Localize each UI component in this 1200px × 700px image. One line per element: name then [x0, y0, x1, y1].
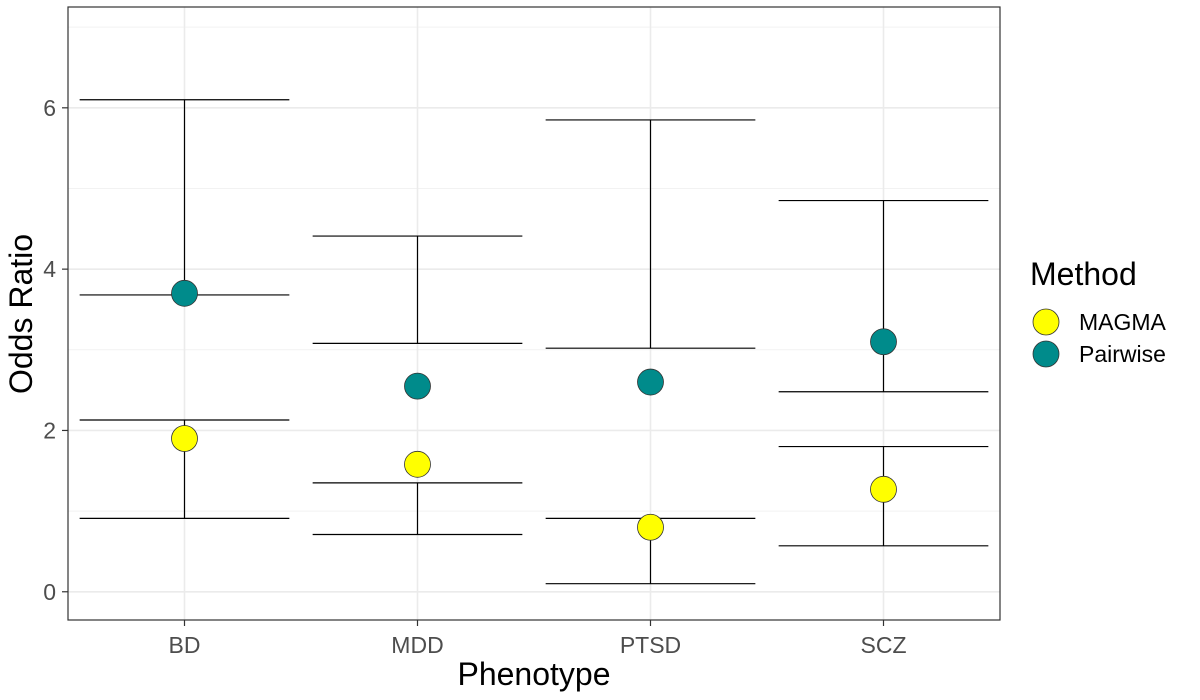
- x-tick-label-bd: BD: [169, 632, 201, 658]
- point-magma-ptsd: [637, 513, 664, 541]
- y-tick-label: 4: [43, 256, 56, 282]
- point-pairwise-mdd: [404, 372, 431, 400]
- x-axis: BD MDD PTSD SCZ: [169, 620, 907, 658]
- plot-panel-background: [68, 7, 1000, 620]
- plot-panel-border: [67, 6, 1001, 621]
- point-magma-mdd: [404, 450, 431, 478]
- legend-item-magma: MAGMA: [1032, 308, 1167, 336]
- point-pairwise-ptsd: [637, 368, 664, 396]
- legend-item-pairwise: Pairwise: [1032, 340, 1166, 368]
- point-magma-bd: [171, 425, 198, 452]
- x-tick-label-scz: SCZ: [861, 632, 907, 658]
- minor-gridlines: [68, 26, 1000, 512]
- legend-key-magma: [1032, 308, 1060, 336]
- x-tick-label-ptsd: PTSD: [620, 632, 681, 658]
- point-magma-scz: [870, 475, 897, 503]
- y-tick-label: 6: [43, 95, 56, 121]
- error-bars: [79, 99, 989, 585]
- legend-key-pairwise: [1032, 340, 1060, 368]
- y-axis: 0 2 4 6: [43, 95, 68, 605]
- y-axis-title: Odds Ratio: [3, 234, 39, 394]
- point-pairwise-scz: [870, 328, 897, 356]
- y-tick-label: 0: [43, 579, 56, 605]
- y-tick-label: 2: [43, 417, 56, 443]
- data-points: [171, 279, 897, 541]
- legend-label-pairwise: Pairwise: [1079, 341, 1166, 367]
- legend-label-magma: MAGMA: [1079, 309, 1167, 335]
- legend-title: Method: [1030, 256, 1137, 292]
- x-tick-label-mdd: MDD: [391, 632, 443, 658]
- point-pairwise-bd: [171, 279, 198, 307]
- x-axis-title: Phenotype: [457, 656, 610, 692]
- legend: Method MAGMA Pairwise: [1030, 256, 1167, 368]
